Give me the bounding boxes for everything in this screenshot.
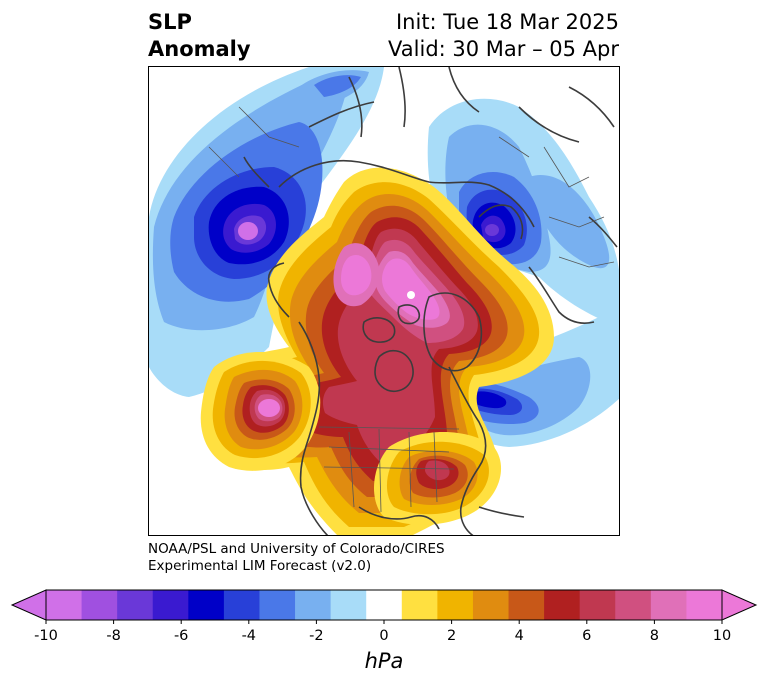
- colorbar-swatch: [437, 590, 474, 620]
- map-title: SLP Anomaly: [148, 9, 251, 63]
- colorbar-swatch: [117, 590, 154, 620]
- colorbar-swatch: [295, 590, 332, 620]
- colorbar-swatch: [188, 590, 225, 620]
- slp-anomaly-map: [148, 66, 620, 536]
- colorbar-tick-label: 2: [446, 628, 457, 644]
- colorbar-swatch: [579, 590, 616, 620]
- colorbar: [10, 589, 758, 624]
- colorbar-tick-label: 4: [514, 628, 524, 644]
- colorbar-swatch: [259, 590, 296, 620]
- init-date: Init: Tue 18 Mar 2025: [395, 10, 619, 34]
- colorbar-tick-label: 10: [712, 628, 732, 644]
- credit-line-2: Experimental LIM Forecast (v2.0): [148, 558, 372, 574]
- colorbar-tick-label: -8: [106, 628, 121, 644]
- credit-line-1: NOAA/PSL and University of Colorado/CIRE…: [148, 541, 445, 557]
- borders: [208, 106, 615, 513]
- colorbar-swatch: [152, 590, 189, 620]
- colorbar-tick-label: -2: [309, 628, 324, 644]
- colorbar-high-extend: [721, 589, 758, 621]
- valid-date: Valid: 30 Mar – 05 Apr: [388, 37, 619, 61]
- colorbar-low-extend: [10, 589, 47, 621]
- us-southeast-high-anomaly: [373, 432, 502, 525]
- colorbar-tick-label: 0: [379, 628, 389, 644]
- colorbar-swatch: [650, 590, 688, 620]
- forecast-dates: Init: Tue 18 Mar 2025 Valid: 30 Mar – 05…: [388, 9, 619, 63]
- credit-text: NOAA/PSL and University of Colorado/CIRE…: [148, 541, 445, 575]
- colorbar-tick-label: 8: [649, 628, 659, 644]
- coastlines: [243, 67, 618, 535]
- pacific-high-anomaly: [200, 352, 321, 471]
- title-line-1: SLP: [148, 10, 192, 34]
- colorbar-swatch: [330, 590, 367, 620]
- colorbar-swatch: [544, 590, 581, 620]
- colorbar-swatch: [615, 590, 652, 620]
- colorbar-swatch: [81, 590, 118, 620]
- colorbar-tick-label: -10: [34, 628, 58, 644]
- title-line-2: Anomaly: [148, 37, 251, 61]
- colorbar-tick-label: -4: [241, 628, 257, 644]
- colorbar-swatch: [472, 590, 510, 620]
- colorbar-swatch: [366, 590, 403, 620]
- colorbar-swatch: [223, 590, 261, 620]
- colorbar-tick-label: 6: [582, 628, 592, 644]
- pacific-low-anomaly: [149, 67, 384, 397]
- map-canvas: [149, 67, 619, 535]
- colorbar-tick-label: -6: [173, 628, 189, 644]
- colorbar-unit-label: hPa: [364, 649, 404, 673]
- colorbar-swatch: [401, 590, 438, 620]
- colorbar-swatch: [686, 590, 723, 620]
- colorbar-swatch: [508, 590, 545, 620]
- colorbar-swatch: [46, 590, 83, 620]
